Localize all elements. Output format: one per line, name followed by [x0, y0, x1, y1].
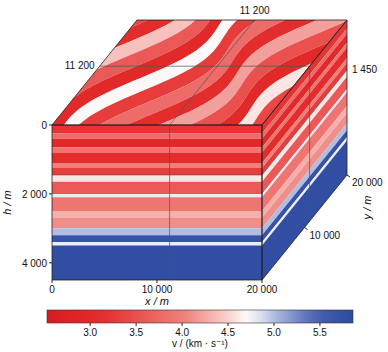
svg-text:5.5: 5.5: [313, 327, 327, 338]
svg-text:2 000: 2 000: [22, 189, 47, 200]
svg-text:4 000: 4 000: [22, 258, 47, 269]
svg-text:0: 0: [41, 120, 47, 131]
svg-text:0: 0: [49, 284, 55, 295]
svg-text:1 450: 1 450: [352, 64, 377, 75]
svg-text:10 000: 10 000: [310, 230, 341, 241]
svg-text:20 000: 20 000: [247, 284, 278, 295]
svg-text:5.0: 5.0: [267, 327, 281, 338]
svg-text:y / m: y / m: [361, 196, 373, 221]
svg-text:11 200: 11 200: [65, 60, 95, 71]
svg-text:4.0: 4.0: [175, 327, 189, 338]
svg-text:x / m: x / m: [144, 295, 169, 307]
svg-text:3.0: 3.0: [83, 327, 97, 338]
svg-text:3.5: 3.5: [129, 327, 143, 338]
svg-text:11 200: 11 200: [240, 5, 270, 16]
svg-text:4.5: 4.5: [221, 327, 235, 338]
svg-text:20 000: 20 000: [352, 177, 383, 188]
svg-text:v / (km · s⁻¹): v / (km · s⁻¹): [172, 338, 228, 349]
svg-text:10 000: 10 000: [142, 284, 173, 295]
svg-text:h / m: h / m: [1, 190, 13, 214]
